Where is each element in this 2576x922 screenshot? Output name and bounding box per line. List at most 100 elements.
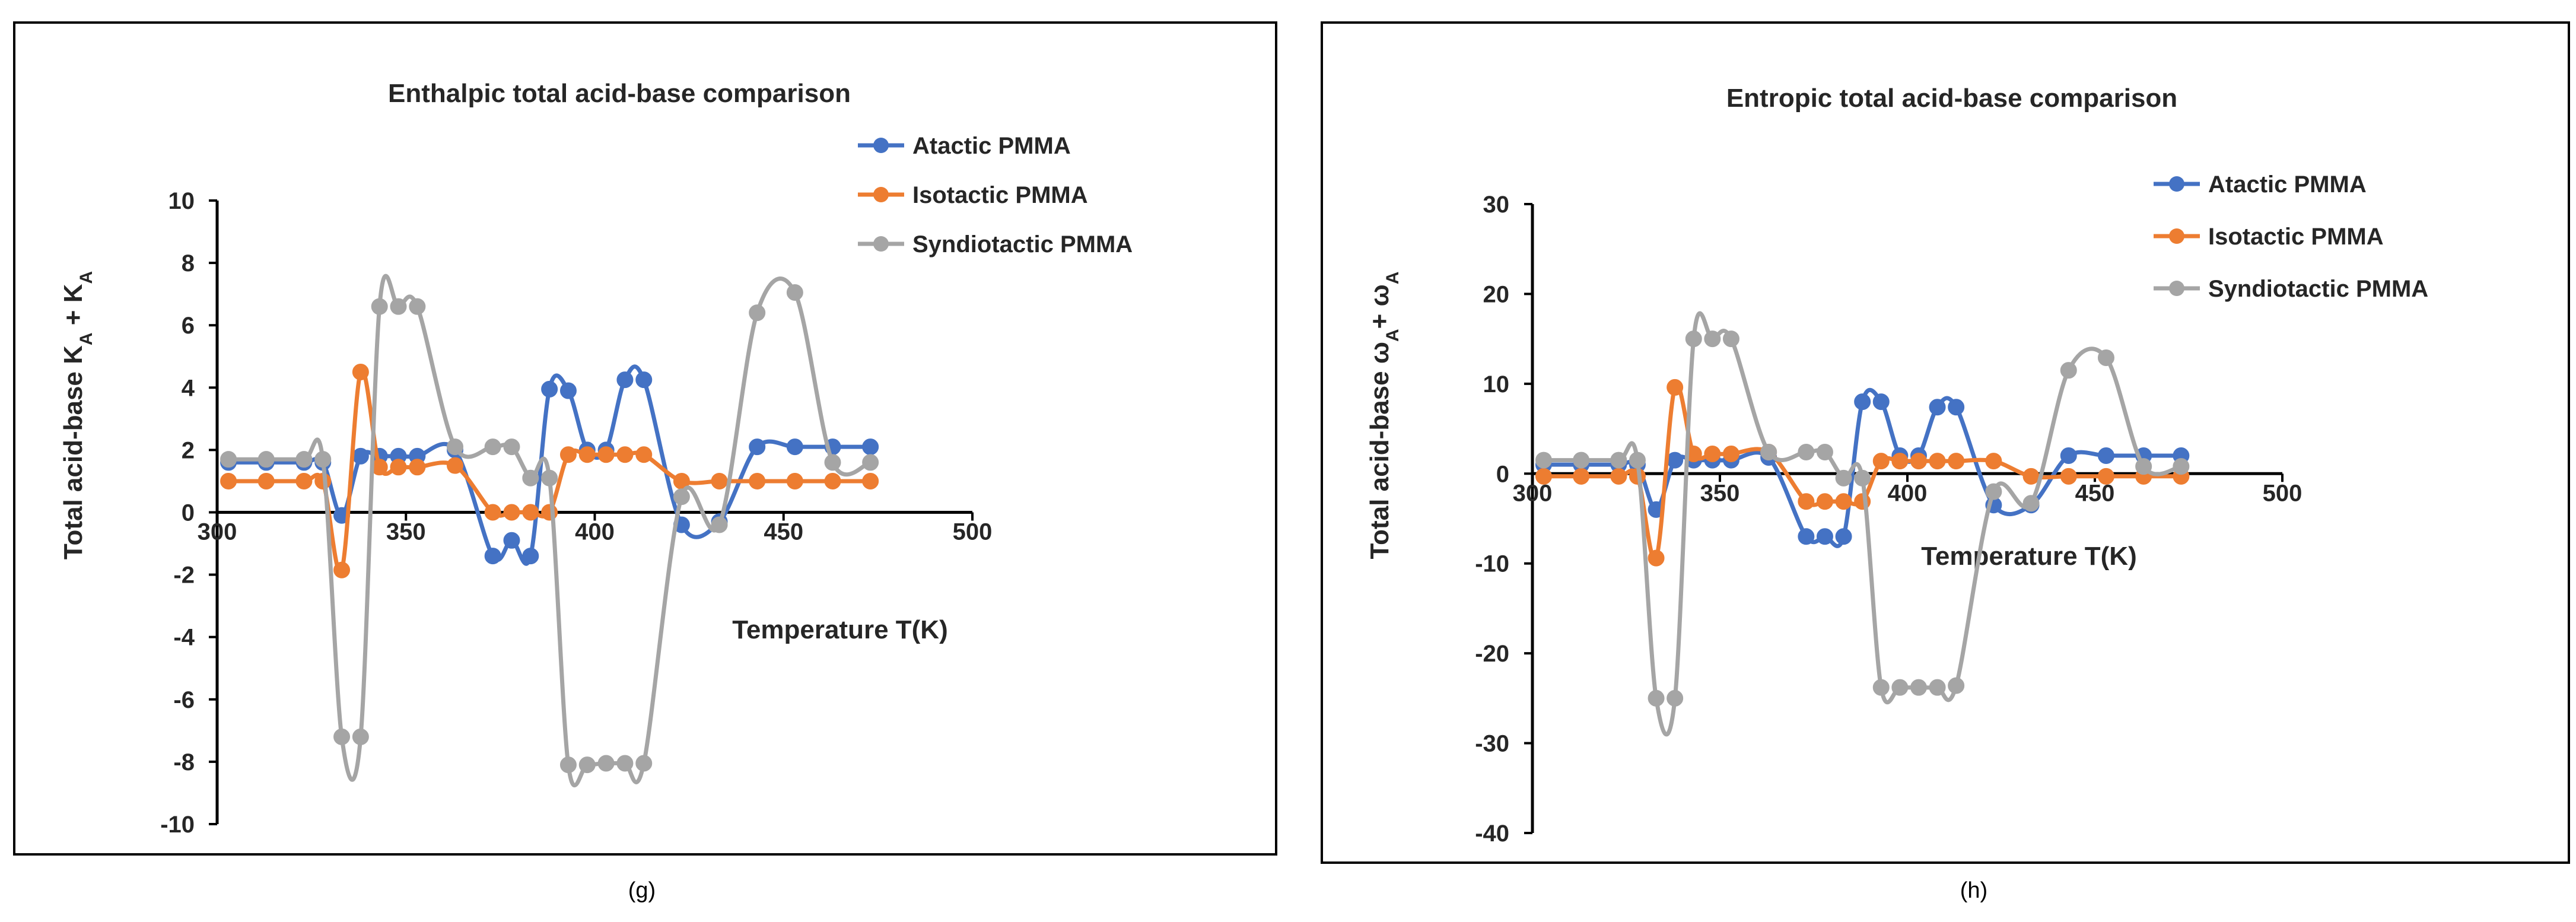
data-point-syndiotactic-pmma-h: [2135, 458, 2152, 475]
data-point-atactic-pmma-h: [1854, 393, 1871, 411]
data-point-isotactic-pmma-g: [749, 472, 766, 489]
data-point-isotactic-pmma-g: [257, 472, 275, 489]
y-axis-label-part-h: Total acid-base ω: [1365, 342, 1394, 559]
legend-label-atactic-pmma-h: Atactic PMMA: [2208, 171, 2367, 198]
series-line-syndiotactic-pmma-g: [228, 274, 872, 787]
data-point-isotactic-pmma-g: [522, 504, 539, 521]
data-point-atactic-pmma-g: [484, 548, 501, 565]
data-point-atactic-pmma-h: [1929, 399, 1946, 416]
data-point-syndiotactic-pmma-h: [1872, 679, 1890, 696]
data-point-syndiotactic-pmma-g: [711, 516, 728, 533]
data-point-atactic-pmma-g: [503, 532, 520, 549]
data-point-atactic-pmma-g: [635, 371, 653, 389]
data-point-syndiotactic-pmma-g: [673, 488, 690, 505]
data-point-isotactic-pmma-h: [1573, 468, 1590, 485]
data-point-syndiotactic-pmma-h: [1910, 679, 1927, 696]
y-axis-label-g: Total acid-base KA + KA: [59, 271, 96, 559]
y-axis-label-part-g: + K: [59, 284, 88, 332]
data-point-syndiotactic-pmma-h: [1610, 452, 1627, 469]
data-point-syndiotactic-pmma-g: [578, 756, 596, 774]
data-point-isotactic-pmma-g: [635, 446, 653, 463]
data-point-syndiotactic-pmma-h: [1985, 483, 2002, 500]
x-tick-label-h: 350: [1700, 480, 1740, 506]
data-point-isotactic-pmma-h: [1872, 453, 1890, 470]
data-point-syndiotactic-pmma-h: [1535, 452, 1552, 469]
data-point-syndiotactic-pmma-h: [1816, 443, 1833, 460]
y-tick-label-g: -4: [173, 625, 195, 651]
data-point-syndiotactic-pmma-h: [2060, 362, 2077, 379]
data-point-syndiotactic-pmma-g: [484, 438, 501, 456]
data-point-syndiotactic-pmma-g: [786, 284, 803, 301]
data-point-syndiotactic-pmma-h: [1760, 443, 1777, 460]
data-point-atactic-pmma-g: [559, 382, 577, 399]
data-point-isotactic-pmma-g: [824, 472, 841, 489]
data-point-isotactic-pmma-h: [1798, 493, 1815, 510]
data-point-isotactic-pmma-g: [578, 446, 596, 463]
data-point-atactic-pmma-g: [522, 548, 539, 565]
data-point-atactic-pmma-g: [749, 438, 766, 456]
x-axis-label-g: Temperature T(K): [732, 615, 947, 644]
y-tick-label-g: -8: [173, 749, 195, 775]
data-point-syndiotactic-pmma-g: [749, 304, 766, 322]
data-point-syndiotactic-pmma-g: [616, 755, 634, 772]
x-tick-label-h: 300: [1513, 480, 1553, 506]
data-point-syndiotactic-pmma-h: [1629, 452, 1646, 469]
chart-panel-h: Entropic total acid-base comparison 30 20 1…: [1321, 21, 2570, 864]
data-point-isotactic-pmma-h: [1648, 549, 1665, 567]
data-point-isotactic-pmma-g: [559, 446, 577, 463]
legend-marker-isotactic-pmma-h: [2169, 228, 2184, 244]
data-point-atactic-pmma-g: [786, 438, 803, 456]
legend-marker-syndiotactic-pmma-g: [873, 236, 889, 252]
y-tick-label-h: 20: [1483, 281, 1510, 307]
y-tick-label-h: -20: [1475, 641, 1509, 667]
data-point-atactic-pmma-h: [1667, 452, 1684, 469]
data-point-isotactic-pmma-g: [295, 472, 313, 489]
data-point-syndiotactic-pmma-g: [314, 451, 332, 468]
y-axis-label-h: Total acid-base ωA+ ωA: [1365, 272, 1403, 559]
data-point-syndiotactic-pmma-g: [220, 451, 237, 468]
y-tick-label-h: 0: [1496, 461, 1509, 487]
y-tick-label-g: 8: [182, 250, 195, 276]
data-point-syndiotactic-pmma-g: [371, 298, 388, 315]
y-axis-label-part-g: A: [77, 271, 96, 284]
data-point-isotactic-pmma-g: [503, 504, 520, 521]
data-point-atactic-pmma-g: [352, 447, 369, 465]
legend-label-syndiotactic-pmma-h: Syndiotactic PMMA: [2208, 276, 2428, 302]
data-point-atactic-pmma-h: [1872, 393, 1890, 411]
data-point-isotactic-pmma-h: [2097, 468, 2114, 485]
data-point-syndiotactic-pmma-g: [390, 298, 407, 315]
data-point-syndiotactic-pmma-h: [1929, 679, 1946, 696]
data-point-isotactic-pmma-h: [1910, 453, 1927, 470]
data-point-isotactic-pmma-h: [1985, 453, 2002, 470]
data-point-isotactic-pmma-g: [711, 472, 728, 489]
data-point-syndiotactic-pmma-h: [1573, 452, 1590, 469]
data-point-syndiotactic-pmma-g: [635, 755, 653, 772]
data-point-isotactic-pmma-g: [220, 472, 237, 489]
data-point-isotactic-pmma-g: [616, 446, 634, 463]
data-point-syndiotactic-pmma-g: [503, 438, 520, 456]
data-point-atactic-pmma-g: [616, 371, 634, 389]
data-point-atactic-pmma-h: [1798, 528, 1815, 545]
data-point-atactic-pmma-h: [1835, 528, 1852, 545]
legend-marker-isotactic-pmma-g: [873, 187, 889, 202]
series-line-syndiotactic-pmma-h: [1544, 311, 2182, 737]
legend-label-atactic-pmma-g: Atactic PMMA: [912, 133, 1071, 159]
y-tick-label-g: 0: [182, 500, 195, 526]
data-point-isotactic-pmma-h: [1667, 379, 1684, 396]
chart-svg-g: Enthalpic total acid-base comparison 10 8 6…: [59, 79, 1133, 838]
x-tick-label-g: 450: [764, 519, 803, 545]
data-point-isotactic-pmma-h: [2022, 468, 2040, 485]
data-point-isotactic-pmma-h: [1704, 445, 1721, 462]
data-point-isotactic-pmma-g: [390, 459, 407, 476]
data-point-isotactic-pmma-g: [597, 446, 615, 463]
y-tick-label-g: -10: [160, 812, 195, 838]
data-point-syndiotactic-pmma-h: [2173, 458, 2190, 475]
data-point-syndiotactic-pmma-h: [1722, 330, 1739, 348]
data-point-atactic-pmma-h: [2060, 447, 2077, 464]
caption-g: (g): [628, 878, 656, 903]
data-point-syndiotactic-pmma-h: [1667, 689, 1684, 707]
data-point-syndiotactic-pmma-g: [522, 469, 539, 487]
data-point-isotactic-pmma-g: [446, 457, 463, 474]
data-point-syndiotactic-pmma-h: [2097, 349, 2114, 366]
data-point-isotactic-pmma-h: [1722, 445, 1739, 462]
